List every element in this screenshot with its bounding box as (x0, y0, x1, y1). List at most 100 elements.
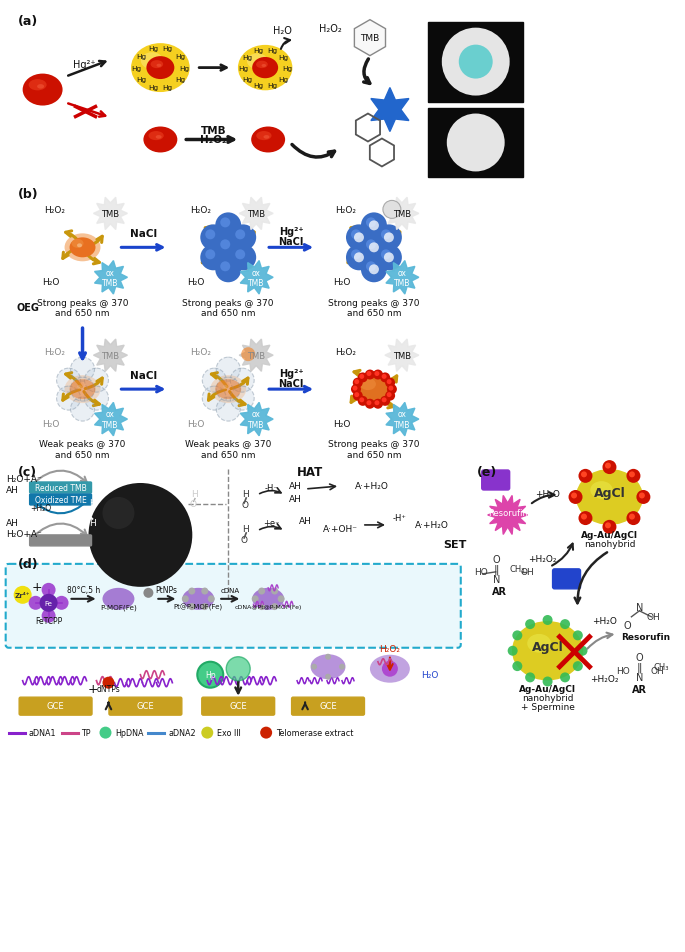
Text: Reduced TMB: Reduced TMB (35, 484, 86, 492)
Text: (b): (b) (18, 188, 38, 201)
Circle shape (71, 398, 95, 422)
Circle shape (42, 584, 55, 597)
Ellipse shape (251, 128, 285, 153)
Polygon shape (95, 403, 127, 436)
Circle shape (221, 262, 230, 272)
Ellipse shape (512, 622, 583, 681)
Text: Zr⁴⁺: Zr⁴⁺ (15, 592, 30, 598)
Circle shape (258, 604, 265, 610)
Text: -H⁺: -H⁺ (393, 514, 407, 523)
Circle shape (578, 511, 593, 526)
Ellipse shape (141, 53, 163, 69)
Text: H₂O: H₂O (42, 419, 60, 428)
FancyBboxPatch shape (29, 483, 92, 493)
FancyBboxPatch shape (29, 494, 92, 506)
Circle shape (373, 370, 383, 380)
Text: +H₂O₂: +H₂O₂ (528, 555, 557, 564)
Ellipse shape (143, 128, 177, 153)
Text: H: H (242, 525, 249, 534)
Circle shape (182, 596, 189, 603)
Circle shape (88, 484, 192, 587)
Text: Hg: Hg (253, 48, 263, 53)
Text: Hg: Hg (136, 77, 146, 84)
Text: +: + (87, 683, 98, 696)
Text: H₂O₂: H₂O₂ (336, 347, 356, 356)
Text: +H₂O: +H₂O (31, 504, 52, 513)
Text: Hg: Hg (242, 54, 252, 61)
Ellipse shape (23, 74, 62, 107)
Text: H₂O₂: H₂O₂ (44, 347, 65, 356)
Text: TMB: TMB (393, 351, 411, 360)
Text: H: H (242, 490, 249, 499)
Circle shape (277, 596, 285, 603)
Circle shape (369, 243, 379, 253)
Ellipse shape (264, 136, 269, 140)
Circle shape (71, 358, 95, 382)
Text: TMB: TMB (247, 351, 265, 360)
Circle shape (71, 378, 95, 402)
Circle shape (208, 596, 215, 603)
Circle shape (573, 662, 583, 671)
Ellipse shape (310, 655, 345, 680)
Polygon shape (94, 198, 127, 230)
Text: TMB: TMB (360, 34, 379, 43)
Text: HpDNA: HpDNA (116, 728, 144, 738)
Circle shape (560, 673, 570, 683)
Circle shape (525, 620, 535, 629)
Circle shape (605, 463, 611, 469)
Text: TMB: TMB (393, 209, 411, 219)
Text: AH: AH (288, 495, 301, 504)
Circle shape (216, 378, 240, 402)
Text: Hg: Hg (175, 77, 185, 84)
Circle shape (57, 387, 81, 410)
Text: NaCl: NaCl (130, 229, 157, 239)
Text: H₂O₂: H₂O₂ (379, 645, 401, 654)
Text: AgCl: AgCl (594, 487, 625, 500)
Text: Hg²⁺: Hg²⁺ (279, 368, 303, 379)
Text: Fe: Fe (45, 600, 53, 606)
Circle shape (603, 461, 616, 475)
Polygon shape (354, 21, 386, 56)
Text: ‖: ‖ (494, 564, 499, 574)
Ellipse shape (370, 655, 410, 683)
Text: NaCl: NaCl (278, 237, 303, 248)
Circle shape (386, 393, 392, 398)
Circle shape (353, 387, 358, 391)
Text: ox
TMB: ox TMB (248, 268, 264, 288)
Circle shape (388, 387, 393, 391)
Text: NaCl: NaCl (278, 379, 303, 388)
Text: TMB: TMB (247, 209, 265, 219)
Circle shape (325, 654, 331, 660)
Circle shape (373, 399, 383, 409)
Circle shape (216, 398, 240, 422)
Text: nanohybrid: nanohybrid (522, 693, 573, 703)
Text: Telomerase extract: Telomerase extract (276, 728, 353, 738)
Text: +H₂O: +H₂O (535, 490, 560, 499)
Circle shape (627, 469, 640, 484)
Circle shape (200, 225, 226, 251)
Circle shape (215, 235, 241, 261)
Circle shape (636, 490, 650, 505)
Circle shape (365, 370, 375, 380)
FancyBboxPatch shape (482, 470, 510, 490)
Ellipse shape (29, 80, 47, 91)
Text: 80°C,5 h: 80°C,5 h (67, 585, 100, 595)
Text: AR: AR (632, 684, 647, 694)
Text: H₂O₂: H₂O₂ (319, 24, 341, 33)
Text: TMB: TMB (101, 351, 120, 360)
Text: +e⁻: +e⁻ (263, 519, 279, 527)
Text: +H₂O₂: +H₂O₂ (590, 675, 619, 684)
Circle shape (354, 253, 364, 263)
Circle shape (375, 371, 379, 377)
Circle shape (581, 514, 587, 520)
Circle shape (354, 233, 364, 243)
Circle shape (215, 213, 241, 239)
Text: +: + (32, 581, 42, 594)
Text: OH: OH (521, 567, 534, 577)
Circle shape (382, 374, 386, 380)
Polygon shape (385, 198, 419, 230)
Ellipse shape (252, 58, 278, 79)
Circle shape (358, 373, 368, 383)
Text: GCE: GCE (229, 702, 247, 710)
Text: H: H (191, 490, 198, 499)
